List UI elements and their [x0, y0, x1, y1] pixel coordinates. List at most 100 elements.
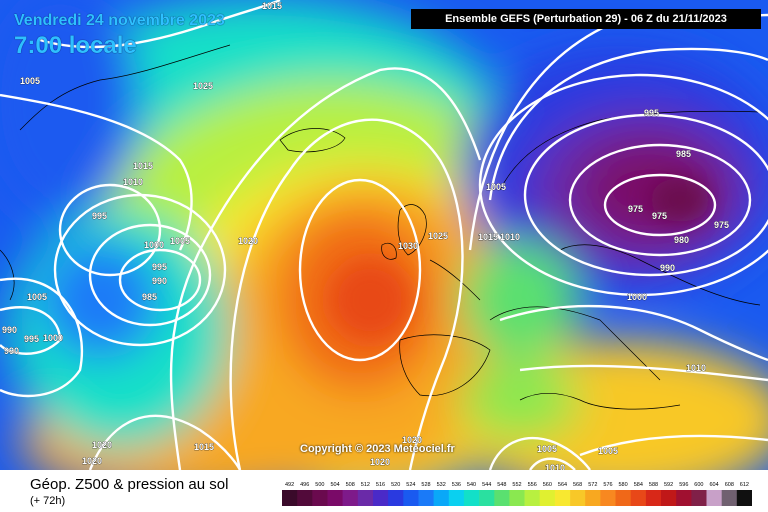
color-scale: 492 496 500 504 508 512 516 520 524 528 532 536 540 5… — [282, 482, 752, 506]
scale-swatch — [282, 490, 298, 506]
scale-label: 572 — [588, 482, 597, 488]
scale-label: 612 — [740, 482, 749, 488]
scale-swatch — [448, 490, 465, 506]
scale-label: 532 — [437, 482, 446, 488]
isobar-label: 1020 — [92, 440, 112, 450]
model-run-info: Ensemble GEFS (Perturbation 29) - 06 Z d… — [411, 9, 761, 29]
isobar-label: 1015 — [478, 232, 498, 242]
isobar-label: 995 — [152, 262, 167, 272]
map-canvas: 1015 1005 1025 1015 1010 995 1000 1005 9… — [0, 0, 768, 470]
isobar-label: 975 — [628, 204, 643, 214]
scale-swatch — [554, 490, 571, 506]
isobar-label: 1000 — [144, 240, 164, 250]
scale-swatch — [661, 490, 677, 506]
isobar-label: 985 — [676, 149, 691, 159]
scale-label: 600 — [694, 482, 703, 488]
scale-label: 592 — [664, 482, 673, 488]
scale-swatch — [433, 490, 450, 506]
isobar-label: 1020 — [238, 236, 258, 246]
scale-swatch — [706, 490, 722, 506]
scale-label: 544 — [482, 482, 491, 488]
isobar-label: 1020 — [370, 457, 390, 467]
isobar-label: 1015 — [133, 161, 153, 171]
scale-label: 500 — [315, 482, 324, 488]
isobar-label: 1015 — [194, 442, 214, 452]
scale-swatch — [570, 490, 586, 506]
scale-swatch — [327, 490, 343, 506]
scale-swatch — [539, 490, 556, 506]
isobar-label: 1010 — [686, 363, 706, 373]
scale-label: 540 — [467, 482, 476, 488]
scale-swatch — [736, 490, 752, 506]
isobar-label: 975 — [714, 220, 729, 230]
isobar-label: 980 — [674, 235, 689, 245]
isobar-label: 1005 — [27, 292, 47, 302]
copyright-notice: Copyright © 2023 Meteociel.fr — [300, 443, 455, 455]
forecast-time: 7:00 locale — [14, 32, 137, 59]
isobar-label: 1010 — [123, 177, 143, 187]
isobars — [0, 0, 768, 470]
isobar-label: 1005 — [537, 444, 557, 454]
scale-label: 604 — [710, 482, 719, 488]
isobar-label: 990 — [2, 325, 17, 335]
isobar-label: 1025 — [428, 231, 448, 241]
scale-label: 568 — [573, 482, 582, 488]
scale-label: 584 — [634, 482, 643, 488]
scale-label: 596 — [679, 482, 688, 488]
scale-label: 520 — [391, 482, 400, 488]
scale-swatch — [691, 490, 707, 506]
scale-label: 524 — [406, 482, 415, 488]
scale-swatch — [721, 490, 738, 506]
scale-swatch — [479, 490, 495, 506]
isobar-label: 1010 — [500, 232, 520, 242]
scale-label: 588 — [649, 482, 658, 488]
isobar-label: 1020 — [402, 435, 422, 445]
scale-label: 496 — [300, 482, 309, 488]
scale-label: 556 — [528, 482, 537, 488]
isobar-label: 975 — [652, 211, 667, 221]
scale-label: 564 — [558, 482, 567, 488]
scale-label: 608 — [725, 482, 734, 488]
scale-swatch — [615, 490, 631, 506]
scale-label: 528 — [421, 482, 430, 488]
scale-swatch — [357, 490, 374, 506]
isobar-label: 1005 — [20, 76, 40, 86]
scale-swatch — [342, 490, 359, 506]
scale-swatch — [645, 490, 662, 506]
isobar-label: 1030 — [398, 241, 418, 251]
scale-swatch — [418, 490, 434, 506]
scale-label: 580 — [619, 482, 628, 488]
scale-label: 576 — [603, 482, 612, 488]
scale-label: 536 — [452, 482, 461, 488]
isobar-label: 1005 — [598, 446, 618, 456]
scale-label: 504 — [331, 482, 340, 488]
isobar-label: 1000 — [43, 333, 63, 343]
isobar-label: 985 — [142, 292, 157, 302]
isobar-label: 990 — [152, 276, 167, 286]
scale-swatch — [509, 490, 525, 506]
scale-label: 552 — [512, 482, 521, 488]
lead-time: (+ 72h) — [30, 495, 66, 507]
scale-label: 492 — [285, 482, 294, 488]
scale-swatch — [388, 490, 404, 506]
isobar-label: 1020 — [82, 456, 102, 466]
scale-swatch — [463, 490, 480, 506]
scale-swatch — [403, 490, 419, 506]
isobar-labels: 1015 1005 1025 1015 1010 995 1000 1005 9… — [2, 1, 730, 470]
scale-swatch — [312, 490, 328, 506]
isobar-label: 1005 — [170, 236, 190, 246]
isobar-label: 995 — [644, 108, 659, 118]
scale-swatch — [630, 490, 647, 506]
scale-swatch — [494, 490, 510, 506]
isobar-label: 995 — [92, 211, 107, 221]
scale-swatch — [585, 490, 601, 506]
scale-swatch — [676, 490, 692, 506]
isobar-label: 1015 — [262, 1, 282, 11]
variable-title: Géop. Z500 & pression au sol — [30, 476, 229, 493]
scale-swatch — [524, 490, 541, 506]
scale-label: 508 — [346, 482, 355, 488]
forecast-map: 1015 1005 1025 1015 1010 995 1000 1005 9… — [0, 0, 768, 470]
scale-label: 548 — [497, 482, 506, 488]
isobar-label: 990 — [660, 263, 675, 273]
